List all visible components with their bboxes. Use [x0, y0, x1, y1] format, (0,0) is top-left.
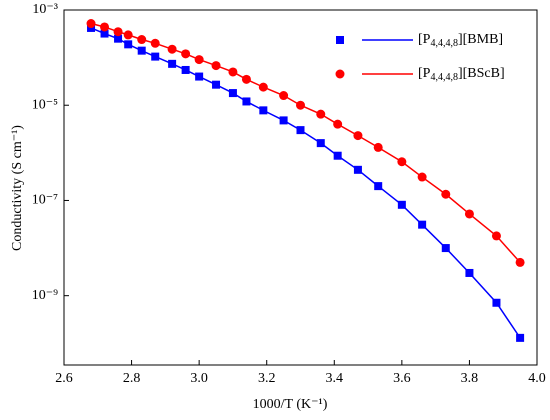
data-point: [515, 257, 525, 267]
y-tick-label: 10⁻⁵: [32, 97, 58, 112]
x-tick-label: 3.2: [258, 371, 276, 386]
data-point: [150, 38, 160, 48]
data-point: [516, 333, 525, 342]
data-point: [181, 49, 191, 59]
legend-marker: [335, 69, 345, 79]
x-tick-label: 3.8: [461, 371, 479, 386]
data-point: [228, 89, 237, 98]
data-point: [86, 19, 96, 29]
x-tick-label: 2.8: [123, 371, 141, 386]
x-axis-label: 1000/T (K⁻¹): [253, 397, 328, 412]
data-point: [492, 298, 501, 307]
data-point: [113, 27, 123, 37]
data-point: [417, 172, 427, 182]
x-tick-label: 4.0: [528, 371, 546, 386]
data-point: [114, 34, 123, 43]
data-point: [465, 268, 474, 277]
data-point: [259, 106, 268, 115]
data-point: [151, 52, 160, 61]
legend-entry: [P4,4,4,8][BMB]: [336, 32, 503, 49]
data-point: [491, 231, 501, 241]
data-point: [353, 131, 363, 141]
data-point: [418, 220, 427, 229]
data-point: [397, 200, 406, 209]
data-point: [167, 44, 177, 54]
data-point: [212, 80, 221, 89]
data-point: [441, 244, 450, 253]
data-point: [194, 55, 204, 65]
data-point: [123, 30, 133, 40]
data-point: [124, 40, 133, 49]
data-point: [242, 97, 251, 106]
x-tick-label: 2.6: [55, 371, 73, 386]
data-point: [296, 100, 305, 110]
data-point: [100, 22, 110, 32]
data-point: [316, 109, 326, 119]
data-point: [373, 142, 383, 152]
data-point: [228, 67, 238, 77]
data-point: [374, 182, 383, 191]
y-tick-label: 10⁻⁹: [32, 288, 58, 303]
data-point: [241, 74, 251, 84]
data-point: [316, 139, 325, 148]
x-tick-label: 3.4: [326, 371, 344, 386]
data-point: [464, 209, 474, 219]
data-point: [137, 35, 147, 45]
legend-label: [P4,4,4,8][BScB]: [418, 66, 505, 83]
data-point: [137, 46, 146, 55]
y-axis-label: Conductivity (S cm⁻¹): [10, 125, 25, 251]
legend-entry: [P4,4,4,8][BScB]: [335, 66, 505, 83]
data-point: [441, 189, 451, 199]
data-point: [195, 72, 204, 81]
data-point: [333, 119, 343, 129]
data-point: [296, 126, 305, 135]
data-point: [211, 61, 221, 71]
data-point: [279, 91, 289, 101]
x-tick-label: 3.0: [190, 371, 208, 386]
data-point: [100, 29, 109, 38]
data-point: [279, 116, 288, 125]
data-point: [353, 165, 362, 174]
data-point: [258, 82, 268, 92]
data-point: [181, 65, 190, 74]
legend-label: [P4,4,4,8][BMB]: [418, 32, 503, 49]
x-tick-label: 3.6: [393, 371, 411, 386]
y-tick-label: 10⁻³: [32, 2, 58, 17]
data-point: [397, 157, 407, 167]
plot-frame: [63, 9, 538, 366]
data-point: [333, 151, 342, 160]
y-tick-label: 10⁻⁷: [32, 193, 58, 208]
legend-marker: [336, 36, 344, 44]
data-point: [168, 59, 177, 68]
